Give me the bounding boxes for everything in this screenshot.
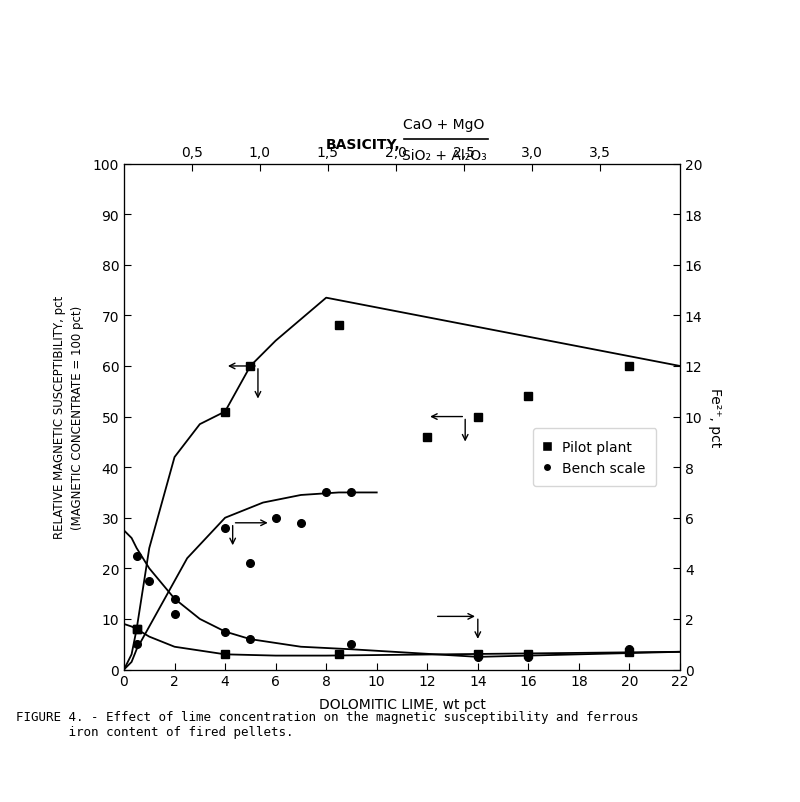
Text: CaO + MgO: CaO + MgO — [403, 118, 485, 132]
Y-axis label: Fe²⁺, pct: Fe²⁺, pct — [708, 387, 722, 447]
Text: FIGURE 4. - Effect of lime concentration on the magnetic susceptibility and ferr: FIGURE 4. - Effect of lime concentration… — [16, 710, 638, 738]
Legend: Pilot plant, Bench scale: Pilot plant, Bench scale — [533, 429, 656, 486]
Text: SiO₂ + Al₂O₃: SiO₂ + Al₂O₃ — [402, 148, 486, 162]
X-axis label: DOLOMITIC LIME, wt pct: DOLOMITIC LIME, wt pct — [318, 697, 486, 711]
Text: BASICITY,: BASICITY, — [326, 137, 400, 152]
Y-axis label: RELATIVE MAGNETIC SUSCEPTIBILITY, pct
(MAGNETIC CONCENTRATE = 100 pct): RELATIVE MAGNETIC SUSCEPTIBILITY, pct (M… — [54, 296, 85, 538]
